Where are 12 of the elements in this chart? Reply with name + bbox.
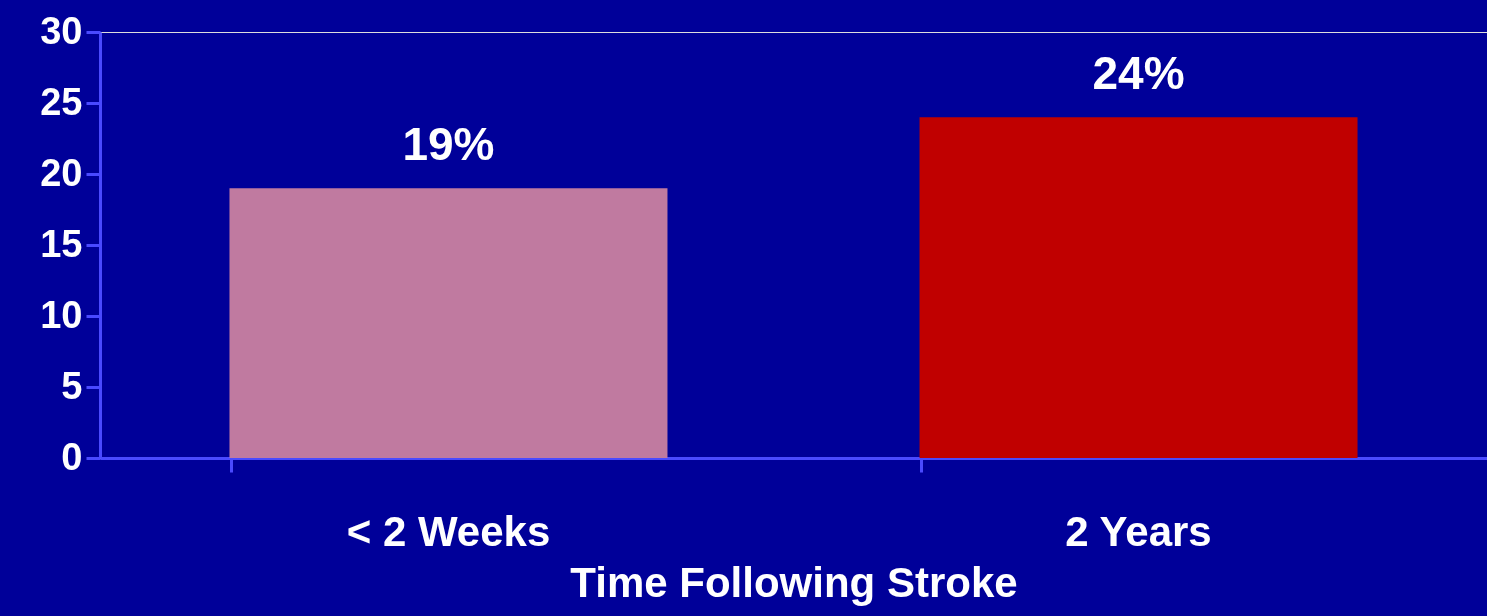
data-label: 19% [402, 118, 495, 171]
x-tick-label: 2 Years [1065, 507, 1212, 555]
y-tick-label: 0 [61, 435, 83, 478]
y-tick-label: 30 [40, 9, 83, 52]
y-tick-label: 25 [40, 80, 83, 123]
data-label: 24% [1092, 47, 1185, 100]
y-tick-label: 15 [40, 222, 83, 265]
y-tick-label: 20 [40, 151, 83, 194]
y-tick-label: 5 [61, 364, 83, 407]
y-tick-label: 10 [40, 293, 83, 336]
x-tick-label: < 2 Weeks [346, 507, 551, 555]
x-axis-title: Time Following Stroke [570, 558, 1018, 606]
